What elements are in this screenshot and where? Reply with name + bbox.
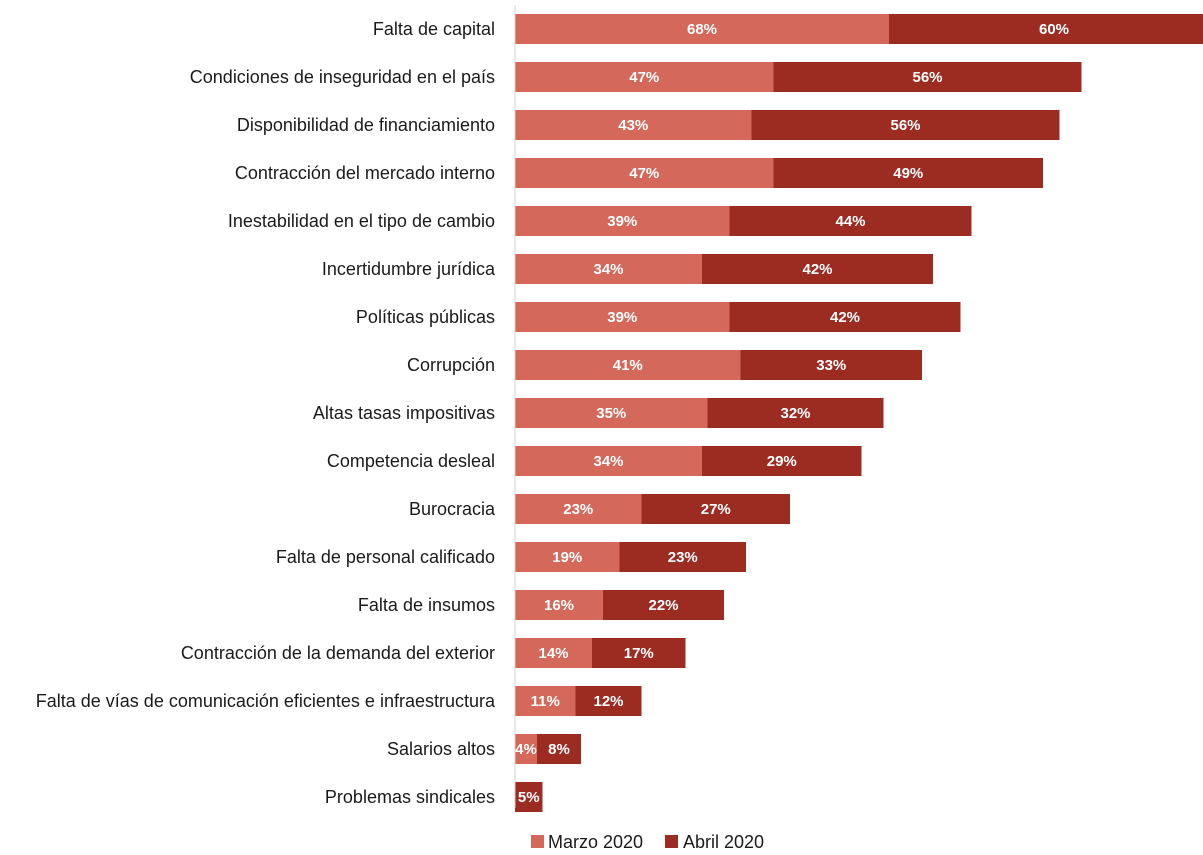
bar-segment-abril	[740, 350, 922, 380]
category-label: Incertidumbre jurídica	[322, 259, 496, 279]
bar-segment-abril	[702, 254, 933, 284]
category-label: Corrupción	[407, 355, 495, 375]
data-label-abril: 56%	[912, 69, 942, 86]
bar-segment-abril	[515, 782, 543, 812]
bar-segment-marzo	[515, 686, 576, 716]
legend-swatch-marzo	[531, 835, 544, 848]
category-label: Contracción del mercado interno	[235, 163, 495, 183]
category-label: Altas tasas impositivas	[313, 403, 495, 423]
bar-segment-abril	[773, 62, 1082, 92]
data-label-abril: 44%	[835, 213, 865, 230]
category-label: Burocracia	[409, 499, 496, 519]
data-label-marzo: 39%	[607, 213, 637, 230]
data-label-abril: 49%	[893, 165, 923, 182]
legend: Marzo 2020 Abril 2020	[531, 832, 764, 852]
category-label: Contracción de la demanda del exterior	[181, 643, 495, 663]
data-label-marzo: 23%	[563, 501, 593, 518]
legend-label-abril: Abril 2020	[683, 832, 764, 852]
data-label-abril: 60%	[1039, 21, 1069, 38]
bar-segment-abril	[603, 590, 724, 620]
bar-segment-abril	[702, 446, 862, 476]
bar-segment-abril	[641, 494, 790, 524]
category-label: Condiciones de inseguridad en el país	[190, 67, 495, 87]
data-label-marzo: 34%	[593, 453, 623, 470]
legend-label-marzo: Marzo 2020	[548, 832, 643, 852]
bar-segment-abril	[592, 638, 686, 668]
data-label-marzo: 41%	[613, 357, 643, 374]
category-label: Inestabilidad en el tipo de cambio	[228, 211, 495, 231]
data-label-abril: 42%	[830, 309, 860, 326]
bar-segment-marzo	[515, 110, 752, 140]
category-label: Falta de personal calificado	[276, 547, 495, 567]
data-label-marzo: 11%	[531, 693, 560, 710]
bar-segment-abril	[729, 302, 961, 332]
legend-swatch-abril	[665, 835, 678, 848]
bar-segment-marzo	[515, 590, 603, 620]
category-label: Falta de vías de comunicación eficientes…	[36, 691, 496, 711]
category-label: Falta de insumos	[358, 595, 495, 615]
category-label: Problemas sindicales	[325, 787, 495, 807]
bar-segment-abril	[751, 110, 1060, 140]
category-label: Disponibilidad de financiamiento	[237, 115, 495, 135]
data-label-abril: 17%	[624, 645, 654, 662]
data-label-marzo: 4%	[515, 741, 537, 758]
data-label-abril: 29%	[767, 453, 797, 470]
data-label-marzo: 43%	[618, 117, 648, 134]
bar-segment-marzo	[515, 350, 741, 380]
data-label-abril: 22%	[648, 597, 678, 614]
bar-segment-marzo	[515, 206, 730, 236]
bar-segment-abril	[773, 158, 1043, 188]
bar-segment-abril	[537, 734, 581, 764]
data-label-marzo: 68%	[687, 21, 717, 38]
bar-segment-marzo	[515, 734, 537, 764]
bar-segment-marzo	[515, 158, 774, 188]
data-label-marzo: 47%	[629, 165, 659, 182]
data-label-marzo: 39%	[607, 309, 637, 326]
bar-segment-abril	[619, 542, 746, 572]
category-label: Falta de capital	[373, 19, 495, 39]
data-label-marzo: 47%	[629, 69, 659, 86]
bar-segment-marzo	[515, 398, 708, 428]
category-label: Competencia desleal	[327, 451, 495, 471]
data-label-marzo: 14%	[538, 645, 568, 662]
data-label-marzo: 35%	[596, 405, 626, 422]
bar-segment-abril	[729, 206, 972, 236]
bar-segment-marzo	[515, 494, 642, 524]
bar-segment-marzo	[515, 62, 774, 92]
bar-segment-marzo	[515, 638, 592, 668]
category-label: Políticas públicas	[356, 307, 495, 327]
bar-segment-abril	[575, 686, 642, 716]
data-label-abril: 33%	[816, 357, 846, 374]
data-label-abril: 8%	[548, 741, 570, 758]
data-label-abril: 23%	[668, 549, 698, 566]
data-label-marzo: 19%	[552, 549, 582, 566]
category-label: Salarios altos	[387, 739, 495, 759]
bar-segment-marzo	[515, 14, 889, 44]
data-label-abril: 5%	[518, 789, 540, 806]
bar-segment-marzo	[515, 254, 702, 284]
data-label-marzo: 16%	[544, 597, 574, 614]
data-label-abril: 56%	[890, 117, 920, 134]
data-label-abril: 12%	[593, 693, 623, 710]
bar-segment-abril	[889, 14, 1203, 44]
bar-segment-marzo	[515, 302, 730, 332]
bar-segment-abril	[707, 398, 884, 428]
bar-segment-marzo	[515, 446, 702, 476]
data-label-abril: 42%	[802, 261, 832, 278]
bar-segment-marzo	[515, 542, 620, 572]
category-labels: Falta de capital Condiciones de insegurid…	[36, 19, 496, 807]
data-label-abril: 27%	[701, 501, 731, 518]
bars-group: 68% 60% 47% 56% 43% 56% 47% 49% 39% 44% 34% 42% 39% 4…	[515, 14, 1203, 812]
data-label-marzo: 34%	[593, 261, 623, 278]
data-label-abril: 32%	[780, 405, 810, 422]
